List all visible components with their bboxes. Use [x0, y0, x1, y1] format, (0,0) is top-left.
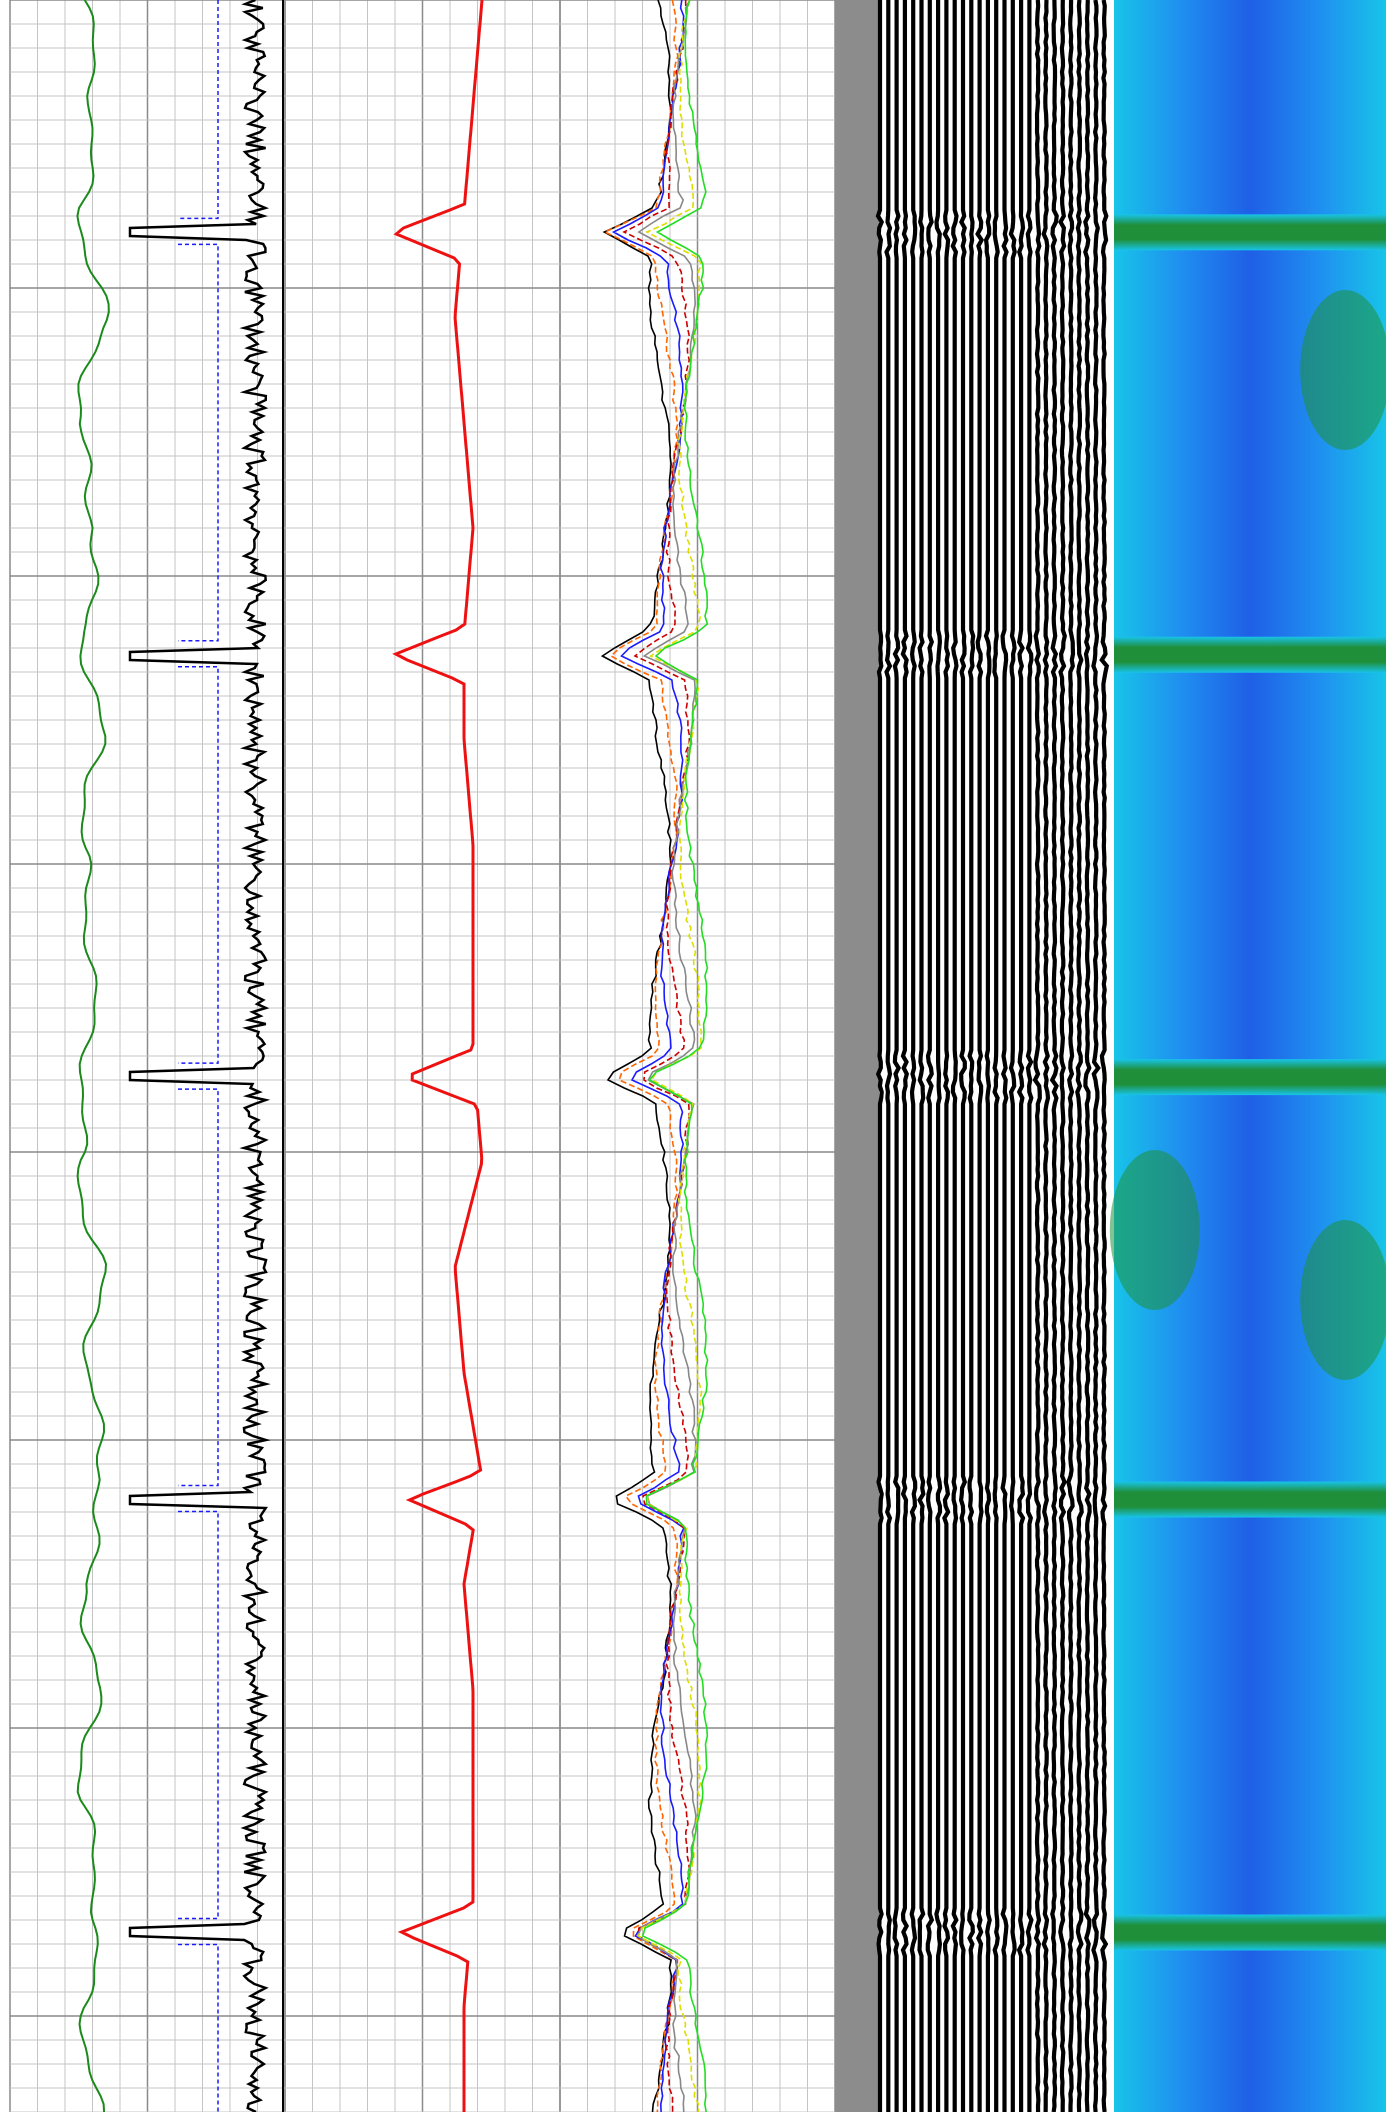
vdl-trace — [1016, 0, 1026, 2112]
vdl-trace — [992, 0, 1000, 2112]
image-collar-band — [1114, 1914, 1386, 1951]
vdl-trace — [934, 0, 943, 2112]
image-collar-band — [1114, 1481, 1386, 1518]
vdl-trace — [1041, 0, 1051, 2112]
image-right-margin — [1386, 0, 1397, 2112]
vdl-trace — [1000, 0, 1009, 2112]
image-collar-band — [1114, 214, 1386, 251]
track-separator-band — [835, 0, 879, 2112]
image-green-patch — [1300, 1220, 1391, 1380]
vdl-trace — [1066, 0, 1076, 2112]
vdl-trace — [967, 0, 976, 2112]
vdl-trace — [1099, 0, 1110, 2112]
vdl-trace — [909, 0, 918, 2112]
log-grid — [9, 0, 836, 2112]
vdl-trace — [1049, 0, 1059, 2112]
bundle-curve — [636, 0, 697, 2112]
vdl-trace — [1032, 0, 1042, 2112]
vdl-trace — [983, 0, 992, 2112]
bundle-curve — [622, 0, 691, 2112]
bundle-curve — [611, 0, 685, 2112]
gamma-ray-curve — [76, 0, 110, 2112]
vdl-trace — [958, 0, 968, 2112]
vdl-trace — [917, 0, 926, 2112]
vdl-trace — [875, 0, 885, 2112]
bundle-curve — [603, 0, 679, 2112]
image-green-patch — [1109, 1150, 1200, 1310]
vdl-trace — [1025, 0, 1034, 2112]
vdl-trace — [950, 0, 959, 2112]
amplitude-curve — [128, 0, 271, 2112]
vdl-trace — [892, 0, 902, 2112]
image-collar-band — [1114, 1059, 1386, 1096]
vdl-trace — [1083, 0, 1092, 2112]
cement-map-image-track — [1109, 0, 1397, 2112]
vdl-trace — [900, 0, 910, 2112]
vdl-waveform-track — [875, 0, 1114, 2112]
vdl-trace — [1008, 0, 1017, 2112]
vdl-trace — [1091, 0, 1101, 2112]
vdl-trace — [925, 0, 935, 2112]
sp-dashed-curve — [178, 0, 219, 2112]
bundle-curve — [600, 0, 673, 2112]
vdl-trace — [942, 0, 951, 2112]
vdl-trace — [975, 0, 985, 2112]
vdl-trace — [1075, 0, 1084, 2112]
log-curves — [76, 0, 709, 2112]
bundle-curve — [641, 0, 709, 2112]
image-collar-band — [1114, 636, 1386, 673]
vdl-trace — [1058, 0, 1067, 2112]
image-green-patch — [1300, 290, 1391, 450]
vdl-trace — [884, 0, 893, 2112]
travel-time-curve — [392, 0, 484, 2112]
